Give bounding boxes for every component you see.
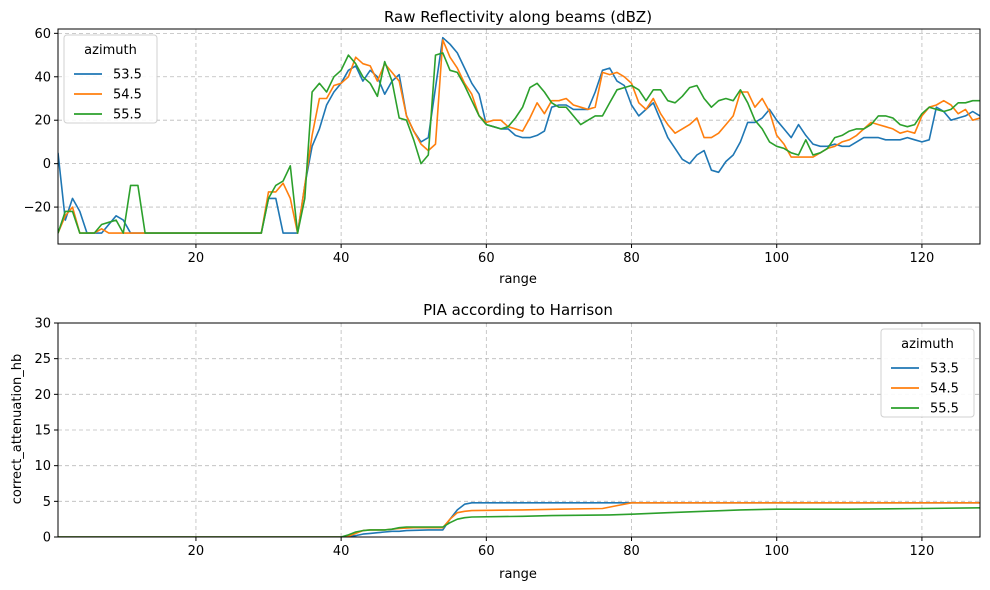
reflectivity-series-line-55-5 bbox=[58, 52, 980, 234]
reflectivity-y-tick-label: 20 bbox=[34, 114, 51, 129]
pia-legend-entry: 54.5 bbox=[930, 382, 959, 397]
reflectivity-y-tick-label: −20 bbox=[24, 201, 51, 216]
pia-y-tick-label: 20 bbox=[34, 388, 51, 403]
reflectivity-panel: Raw Reflectivity along beams (dBZ) 20 40 6… bbox=[24, 8, 981, 287]
pia-y-ticks: 0 5 10 15 20 25 30 bbox=[34, 317, 58, 546]
pia-x-tick-label: 100 bbox=[764, 544, 789, 559]
pia-x-tick-label: 60 bbox=[478, 544, 495, 559]
pia-x-tick-label: 40 bbox=[333, 544, 350, 559]
pia-y-tick-label: 0 bbox=[43, 531, 51, 546]
pia-series-lines bbox=[58, 501, 980, 537]
pia-x-tick-label: 80 bbox=[623, 544, 640, 559]
pia-legend-box bbox=[880, 328, 975, 418]
pia-legend-entry: 55.5 bbox=[930, 402, 959, 417]
reflectivity-x-tick-label: 60 bbox=[478, 251, 495, 266]
pia-y-tick-label: 30 bbox=[34, 317, 51, 332]
reflectivity-y-tick-label: 40 bbox=[34, 70, 51, 85]
reflectivity-legend-title: azimuth bbox=[84, 43, 137, 58]
reflectivity-legend: azimuth 53.5 54.5 55.5 bbox=[63, 34, 158, 124]
pia-y-tick-label: 25 bbox=[34, 352, 51, 367]
pia-legend-title: azimuth bbox=[901, 337, 954, 352]
pia-y-tick-label: 5 bbox=[43, 495, 51, 510]
reflectivity-series-lines bbox=[58, 36, 980, 234]
reflectivity-series-line-54-5 bbox=[58, 39, 980, 234]
reflectivity-axes-frame bbox=[57, 28, 981, 245]
reflectivity-legend-entry: 53.5 bbox=[113, 68, 142, 83]
pia-grid bbox=[58, 322, 980, 538]
pia-legend-entry: 53.5 bbox=[930, 362, 959, 377]
reflectivity-legend-entry: 55.5 bbox=[113, 108, 142, 123]
pia-chart-title: PIA according to Harrison bbox=[423, 301, 613, 319]
pia-x-axis-label: range bbox=[499, 567, 537, 582]
pia-series-line-53-5 bbox=[58, 501, 980, 537]
pia-x-ticks: 20 40 60 80 100 120 bbox=[188, 537, 935, 559]
reflectivity-legend-box bbox=[63, 34, 158, 124]
pia-series-line-55-5 bbox=[58, 507, 980, 537]
pia-panel: PIA according to Harrison 20 40 60 80 100 120… bbox=[10, 301, 981, 582]
reflectivity-x-tick-label: 20 bbox=[188, 251, 205, 266]
reflectivity-x-tick-label: 120 bbox=[910, 251, 935, 266]
pia-x-tick-label: 120 bbox=[910, 544, 935, 559]
pia-y-tick-label: 10 bbox=[34, 459, 51, 474]
reflectivity-x-ticks: 20 40 60 80 100 120 bbox=[188, 244, 935, 266]
reflectivity-y-tick-label: 0 bbox=[43, 157, 51, 172]
reflectivity-y-tick-label: 60 bbox=[34, 27, 51, 42]
reflectivity-y-ticks: −20 0 20 40 60 bbox=[24, 27, 58, 216]
reflectivity-legend-entry: 54.5 bbox=[113, 88, 142, 103]
reflectivity-x-tick-label: 100 bbox=[764, 251, 789, 266]
reflectivity-x-tick-label: 40 bbox=[333, 251, 350, 266]
pia-y-axis-label: correct_attenuation_hb bbox=[10, 354, 25, 505]
reflectivity-x-axis-label: range bbox=[499, 272, 537, 287]
pia-legend: azimuth 53.5 54.5 55.5 bbox=[880, 328, 975, 418]
pia-y-tick-label: 15 bbox=[34, 424, 51, 439]
reflectivity-x-tick-label: 80 bbox=[623, 251, 640, 266]
reflectivity-chart-title: Raw Reflectivity along beams (dBZ) bbox=[384, 8, 652, 26]
pia-x-tick-label: 20 bbox=[188, 544, 205, 559]
